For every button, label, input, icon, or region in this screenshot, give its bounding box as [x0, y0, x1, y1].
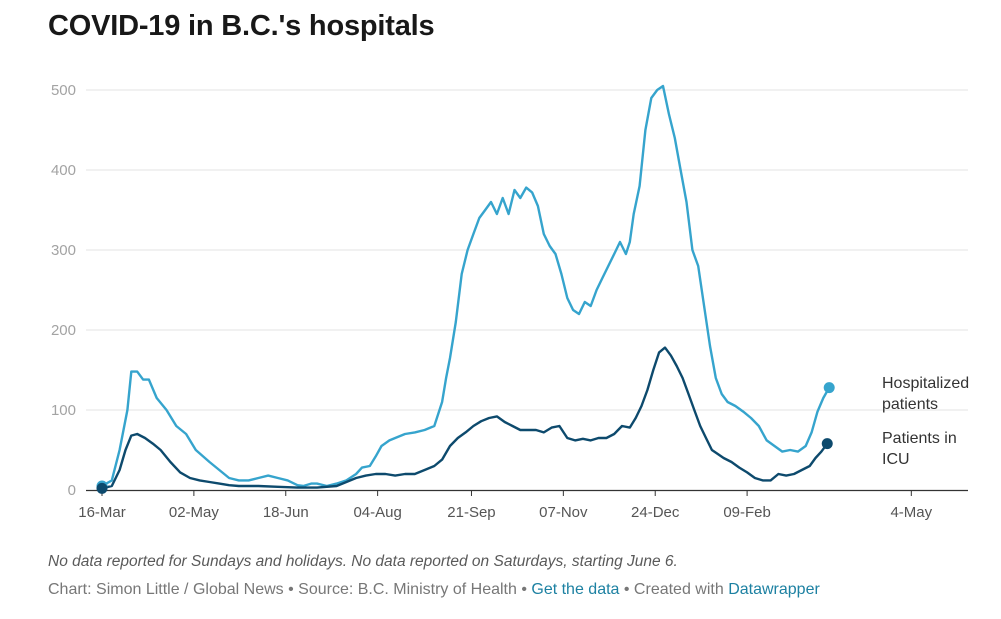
get-the-data-link[interactable]: Get the data: [531, 581, 620, 598]
chart-footer: Chart: Simon Little / Global News • Sour…: [48, 581, 820, 599]
x-tick-label: 21-Sep: [447, 504, 495, 521]
x-tick-label: 04-Aug: [353, 504, 401, 521]
x-tick-label: 4-May: [890, 504, 932, 521]
x-tick-label: 18-Jun: [263, 504, 309, 521]
y-tick-label: 500: [51, 82, 76, 99]
x-tick-label: 02-May: [169, 504, 220, 521]
chart-note: No data reported for Sundays and holiday…: [48, 553, 678, 570]
y-tick-label: 200: [51, 322, 76, 339]
x-tick-label: 24-Dec: [631, 504, 680, 521]
series-line-hospitalized: [101, 84, 831, 488]
legend-label-icu: Patients in: [882, 430, 957, 447]
footer-credit: Chart: Simon Little / Global News • Sour…: [48, 581, 532, 598]
datawrapper-link[interactable]: Datawrapper: [728, 581, 820, 598]
y-tick-label: 100: [51, 402, 76, 419]
y-tick-label: 300: [51, 242, 76, 259]
legend-label-hospitalized: patients: [882, 396, 938, 413]
x-tick-label: 16-Mar: [78, 504, 126, 521]
x-tick-label: 09-Feb: [723, 504, 771, 521]
series-line-icu: [101, 346, 829, 490]
legend-label-icu: ICU: [882, 451, 910, 468]
x-tick-label: 07-Nov: [539, 504, 588, 521]
series-end-dot-hospitalized: [823, 382, 835, 394]
y-tick-label: 400: [51, 162, 76, 179]
series-start-dot-icu: [96, 482, 108, 494]
footer-separator: • Created with: [619, 581, 729, 598]
page-title: COVID-19 in B.C.'s hospitals: [48, 10, 435, 42]
legend-label-hospitalized: Hospitalized: [882, 375, 969, 392]
y-tick-label: 0: [68, 482, 76, 499]
series-end-dot-icu: [821, 438, 833, 450]
line-chart: 0 100 200 300 400 500 16-Mar 02-May 18-Jun 04-Au…: [51, 82, 969, 521]
